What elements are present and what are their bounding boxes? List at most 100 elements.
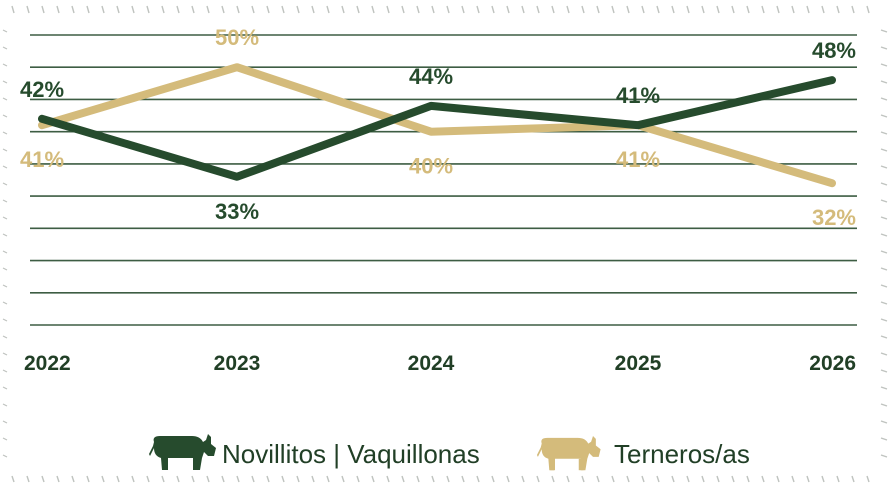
border-tick (2, 233, 8, 237)
border-tick (431, 5, 435, 14)
border-tick (251, 5, 255, 14)
x-tick-label: 2025 (615, 352, 662, 375)
border-tick (131, 475, 135, 483)
border-tick (551, 5, 555, 14)
border-tick (880, 114, 888, 118)
border-tick (880, 97, 888, 101)
border-tick (2, 454, 8, 458)
border-tick (251, 475, 255, 483)
border-tick (296, 475, 300, 483)
border-tick (41, 5, 45, 14)
border-tick (56, 5, 60, 14)
border-tick (266, 5, 270, 14)
border-tick (446, 475, 450, 483)
border-tick (821, 5, 825, 14)
border-tick (626, 5, 630, 14)
border-tick (506, 475, 510, 483)
border-tick (880, 335, 888, 339)
border-tick (716, 5, 720, 14)
border-tick (71, 475, 75, 483)
border-tick (761, 5, 765, 14)
border-tick (176, 475, 180, 483)
border-tick (131, 5, 135, 14)
point-label: 50% (215, 25, 259, 50)
border-tick (611, 5, 615, 14)
x-tick-label: 2024 (408, 352, 455, 375)
border-tick (416, 5, 420, 14)
border-tick (821, 475, 825, 483)
border-tick (431, 475, 435, 483)
border-tick (880, 403, 888, 407)
border-tick (2, 352, 8, 356)
border-tick (2, 386, 8, 390)
border-tick (311, 5, 315, 14)
border-tick (281, 475, 285, 483)
border-tick (206, 475, 210, 483)
border-tick (596, 475, 600, 483)
border-tick (446, 5, 450, 14)
border-tick (416, 475, 420, 483)
border-tick (341, 5, 345, 14)
border-tick (86, 5, 90, 14)
point-labels: 42% 41% 33% 50% 44% 40% 41% 41% 48% 32% (20, 25, 856, 230)
border-tick (566, 475, 570, 483)
border-tick (2, 199, 8, 203)
border-tick (2, 80, 8, 84)
border-tick (806, 5, 810, 14)
border-tick (551, 475, 555, 483)
border-tick (401, 5, 405, 14)
border-tick (746, 475, 750, 483)
border-tick (880, 352, 888, 356)
border-tick (686, 475, 690, 483)
point-label: 32% (812, 205, 856, 230)
border-tick (2, 301, 8, 305)
border-tick (641, 5, 645, 14)
border-tick (611, 475, 615, 483)
border-tick (2, 369, 8, 373)
border-tick (641, 475, 645, 483)
border-tick (176, 5, 180, 14)
border-tick (386, 475, 390, 483)
border-tick (836, 5, 840, 14)
border-tick (491, 475, 495, 483)
series-lines (38, 63, 836, 188)
border-tick (2, 250, 8, 254)
border-tick (521, 5, 525, 14)
border-tick (101, 5, 105, 14)
border-tick (2, 216, 8, 220)
border-tick (191, 5, 195, 14)
border-tick (880, 199, 888, 203)
border-tick (11, 5, 15, 14)
border-tick (191, 475, 195, 483)
border-tick (716, 475, 720, 483)
border-tick (791, 475, 795, 483)
border-tick (761, 475, 765, 483)
border-tick (880, 233, 888, 237)
x-axis-ticks: 2022 2023 2024 2025 2026 (24, 352, 856, 375)
border-tick (56, 475, 60, 483)
border-tick (2, 267, 8, 271)
border-tick (880, 437, 888, 441)
border-tick (626, 475, 630, 483)
border-tick (656, 5, 660, 14)
border-tick (880, 267, 888, 271)
border-tick (116, 5, 120, 14)
border-tick (866, 475, 870, 483)
border-tick (356, 5, 360, 14)
border-tick (356, 475, 360, 483)
border-tick (71, 5, 75, 14)
border-tick (836, 475, 840, 483)
border-tick (236, 475, 240, 483)
border-tick (536, 475, 540, 483)
border-tick (806, 475, 810, 483)
point-label: 33% (215, 199, 259, 224)
x-tick-label: 2022 (24, 352, 71, 375)
border-tick (776, 475, 780, 483)
border-tick (686, 5, 690, 14)
border-tick (476, 475, 480, 483)
point-label: 44% (409, 64, 453, 89)
legend: Novillitos | Vaquillonas Terneros/as (149, 434, 750, 471)
border-tick (880, 301, 888, 305)
